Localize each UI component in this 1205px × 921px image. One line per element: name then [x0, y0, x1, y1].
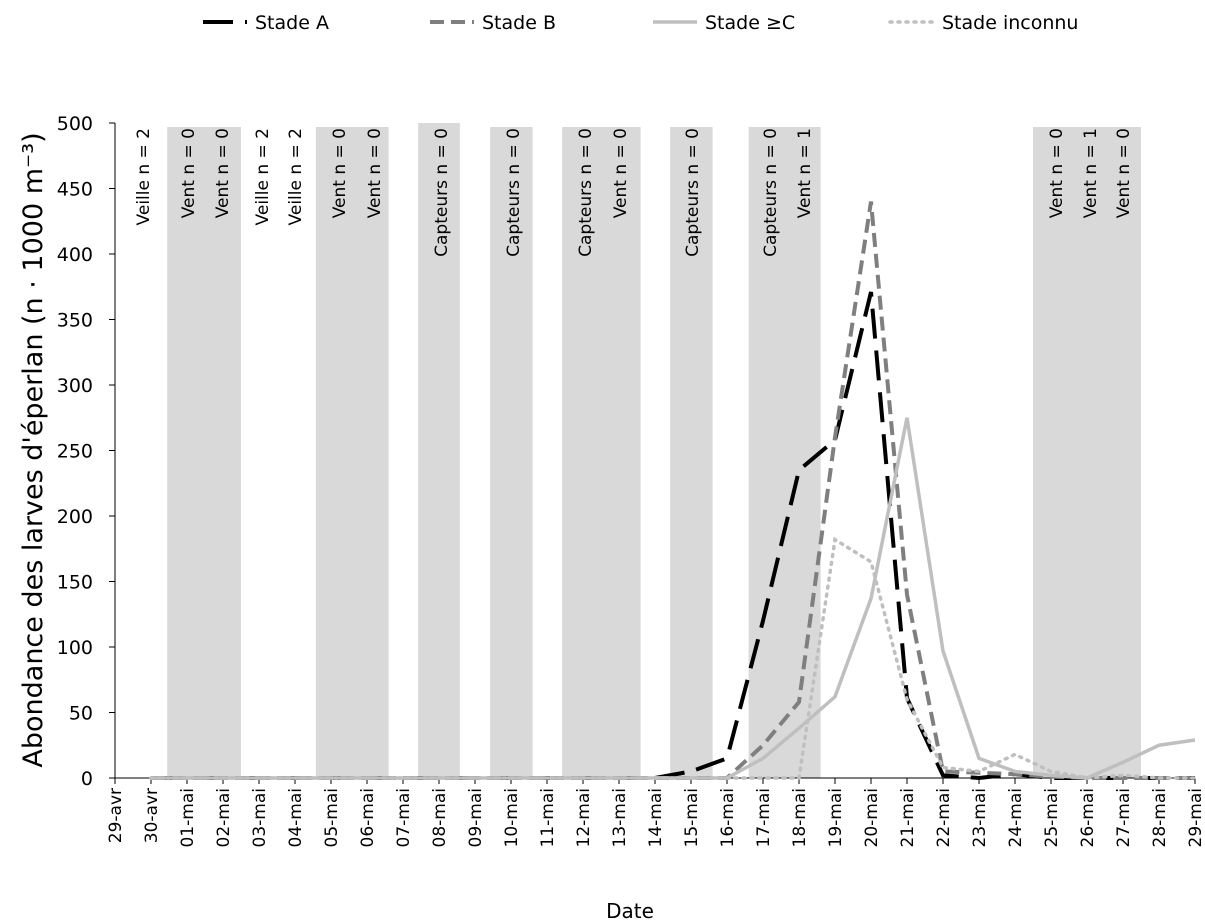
annotation: Vent n = 0 — [213, 128, 233, 218]
x-tick-label: 27-mai — [1114, 788, 1134, 847]
annotation: Capteurs n = 0 — [683, 128, 703, 257]
shaded-band — [670, 127, 713, 778]
series-line — [149, 536, 1197, 780]
annotation: Capteurs n = 0 — [504, 128, 524, 257]
y-tick-label: 250 — [57, 441, 93, 463]
annotation: Vent n = 0 — [1114, 128, 1134, 218]
shaded-band — [490, 127, 533, 778]
x-tick-label: 29-avr — [106, 788, 126, 843]
shaded-band — [1033, 127, 1141, 778]
x-tick-label: 02-mai — [214, 788, 234, 847]
y-axis-title: Abondance des larves d'éperlan (n · 1000… — [18, 132, 49, 767]
x-tick-label: 25-mai — [1042, 788, 1062, 847]
x-tick-label: 05-mai — [322, 788, 342, 847]
x-tick-label: 26-mai — [1078, 788, 1098, 847]
annotation: Vent n = 0 — [330, 128, 350, 218]
y-tick-label: 100 — [57, 637, 93, 659]
annotation: Vent n = 0 — [1047, 128, 1067, 218]
x-tick-label: 10-mai — [502, 788, 522, 847]
x-tick-label: 03-mai — [250, 788, 270, 847]
shaded-band — [315, 127, 389, 778]
x-tick-label: 01-mai — [178, 788, 198, 847]
x-tick-label: 20-mai — [862, 788, 882, 847]
shaded-band — [167, 127, 241, 778]
y-tick-label: 300 — [57, 375, 93, 397]
x-tick-label: 22-mai — [934, 788, 954, 847]
x-tick-label: 13-mai — [610, 788, 630, 847]
x-tick-label: 28-mai — [1150, 788, 1170, 847]
x-tick-label: 17-mai — [754, 788, 774, 847]
y-tick-label: 450 — [57, 179, 93, 201]
x-tick-label: 30-avr — [142, 788, 162, 843]
y-tick-label: 50 — [69, 703, 93, 725]
x-tick-label: 11-mai — [538, 788, 558, 847]
y-tick-label: 400 — [57, 244, 93, 266]
annotation: Vent n = 1 — [795, 128, 815, 218]
y-tick-label: 200 — [57, 506, 93, 528]
shaded-band — [418, 123, 460, 778]
x-tick-label: 21-mai — [898, 788, 918, 847]
x-tick-label: 08-mai — [430, 788, 450, 847]
annotation: Capteurs n = 0 — [432, 128, 452, 257]
y-tick-label: 150 — [57, 572, 93, 594]
shaded-band — [748, 127, 821, 778]
legend-label: Stade B — [482, 12, 556, 34]
annotation: Vent n = 0 — [611, 128, 631, 218]
x-tick-label: 16-mai — [718, 788, 738, 847]
annotation: Capteurs n = 0 — [576, 128, 596, 257]
annotation: Vent n = 1 — [1081, 128, 1101, 218]
x-tick-label: 07-mai — [394, 788, 414, 847]
x-tick-label: 12-mai — [574, 788, 594, 847]
annotation: Veille n = 2 — [253, 128, 273, 225]
x-tick-label: 24-mai — [1006, 788, 1026, 847]
legend-label: Stade A — [255, 12, 329, 34]
annotation: Vent n = 0 — [365, 128, 385, 218]
x-tick-label: 04-mai — [286, 788, 306, 847]
x-tick-label: 23-mai — [970, 788, 990, 847]
annotation: Vent n = 0 — [179, 128, 199, 218]
x-tick-label: 18-mai — [790, 788, 810, 847]
annotation: Veille n = 2 — [286, 128, 306, 225]
y-tick-label: 350 — [57, 310, 93, 332]
x-tick-label: 14-mai — [646, 788, 666, 847]
x-tick-label: 09-mai — [466, 788, 486, 847]
annotation: Capteurs n = 0 — [761, 128, 781, 257]
x-tick-label: 15-mai — [682, 788, 702, 847]
legend-label: Stade inconnu — [942, 12, 1078, 34]
x-tick-label: 06-mai — [358, 788, 378, 847]
shaded-band — [562, 127, 641, 778]
x-axis-title: Date — [606, 899, 654, 921]
y-tick-label: 500 — [57, 113, 93, 135]
legend-label: Stade ≥C — [705, 12, 795, 34]
y-tick-label: 0 — [81, 768, 93, 790]
x-tick-label: 19-mai — [826, 788, 846, 847]
annotation: Veille n = 2 — [134, 128, 154, 225]
x-tick-label: 29-mai — [1186, 788, 1205, 847]
